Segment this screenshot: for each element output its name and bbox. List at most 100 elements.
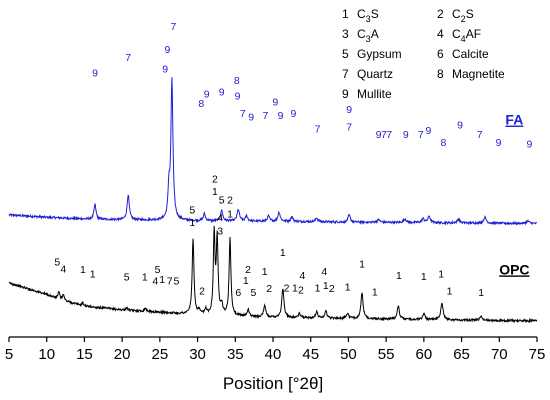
peak-label: 1 — [438, 269, 444, 281]
peak-label: 1 — [421, 271, 427, 283]
legend-number: 4 — [437, 27, 444, 41]
x-tick-label: 15 — [76, 346, 93, 363]
legend-number: 9 — [342, 87, 349, 101]
x-ticks: 5 10 15 20 25 30 35 40 45 50 55 60 65 70 75 — [5, 337, 546, 363]
peak-label: 7 — [240, 108, 246, 120]
peak-label: 2 — [212, 174, 218, 186]
x-tick-label: 70 — [491, 346, 508, 363]
legend-item: 4 C4AF — [437, 27, 481, 44]
peak-label: 9 — [376, 129, 382, 141]
peak-label: 8 — [441, 137, 447, 149]
series-line-opc — [8, 225, 538, 324]
x-tick-label: 30 — [189, 346, 206, 363]
peak-label: 9 — [457, 119, 463, 131]
peak-label: 9 — [164, 44, 170, 56]
legend-number: 5 — [342, 47, 349, 61]
peak-label: 2 — [298, 285, 304, 297]
peak-label: 9 — [92, 67, 98, 79]
legend-number: 1 — [342, 7, 349, 21]
legend-item: 3 C3A — [342, 27, 379, 44]
peak-label: 7 — [167, 275, 173, 287]
x-tick-label: 50 — [340, 346, 357, 363]
legend-label: C4AF — [452, 27, 481, 44]
legend-label: Calcite — [452, 47, 489, 61]
peak-label: 9 — [496, 137, 502, 149]
peak-label: 1 — [359, 258, 365, 270]
peak-label: 9 — [248, 112, 254, 124]
peak-label: 7 — [386, 129, 392, 141]
legend-label: C3A — [357, 27, 379, 44]
legend-number: 3 — [342, 27, 349, 41]
legend-label: Magnetite — [452, 67, 505, 81]
peak-label: 9 — [346, 104, 352, 116]
legend-number: 6 — [437, 47, 444, 61]
peak-label: 1 — [478, 287, 484, 299]
legend-label: Quartz — [357, 67, 393, 81]
peak-label: 2 — [329, 283, 335, 295]
peak-label: 7 — [381, 129, 387, 141]
peak-label: 9 — [290, 108, 296, 120]
x-tick-label: 5 — [5, 346, 13, 363]
legend-label: C3S — [357, 7, 379, 24]
peak-label: 2 — [245, 264, 251, 276]
series-line-fa — [8, 77, 538, 226]
peak-label: 7 — [125, 52, 131, 64]
peak-label: 9 — [272, 96, 278, 108]
x-tick-label: 55 — [378, 346, 395, 363]
peak-label: 5 — [250, 287, 256, 299]
peak-label: 7 — [171, 21, 177, 33]
peak-label: 1 — [212, 186, 218, 198]
peak-label: 2 — [227, 195, 233, 207]
legend-number: 8 — [437, 67, 444, 81]
legend-item: 9 Mullite — [342, 87, 392, 101]
legend-item: 1 C3S — [342, 7, 379, 24]
x-tick-label: 40 — [265, 346, 282, 363]
peak-label: 4 — [299, 270, 305, 282]
legend-number: 7 — [342, 67, 349, 81]
peak-label: 7 — [315, 123, 321, 135]
peak-label: 5 — [124, 272, 130, 284]
peak-label: 6 — [235, 287, 241, 299]
peak-label: 9 — [204, 89, 210, 101]
legend-item: 7 Quartz — [342, 67, 393, 81]
peak-label: 7 — [263, 110, 269, 122]
legend-label: C2S — [452, 7, 474, 24]
peak-label: 1 — [262, 266, 268, 278]
legend: 1 C3S 2 C2S 3 C3A 4 C4AF 5 Gypsum 6 Calcite 7 Quartz 8… — [342, 7, 505, 101]
x-tick-label: 65 — [453, 346, 470, 363]
peak-label: 4 — [60, 263, 66, 275]
peak-label: 5 — [189, 204, 195, 216]
peak-label: 9 — [278, 110, 284, 122]
peak-label: 1 — [227, 208, 233, 220]
legend-item: 8 Magnetite — [437, 67, 505, 81]
peak-label: 5 — [174, 275, 180, 287]
peak-label: 5 — [219, 195, 225, 207]
peak-label: 4 — [152, 275, 158, 287]
peak-label: 8 — [198, 98, 204, 110]
peak-label: 1 — [243, 275, 249, 287]
peak-label: 7 — [477, 129, 483, 141]
x-tick-label: 35 — [227, 346, 244, 363]
peak-label: 2 — [199, 286, 205, 298]
peak-label: 1 — [142, 272, 148, 284]
peak-label: 2 — [284, 282, 290, 294]
peak-label: 1 — [323, 280, 329, 292]
peak-label: 1 — [372, 286, 378, 298]
peak-label: 5 — [54, 257, 60, 269]
peak-label: 1 — [90, 269, 96, 281]
peak-label: 1 — [80, 264, 86, 276]
legend-number: 2 — [437, 7, 444, 21]
x-tick-label: 60 — [416, 346, 433, 363]
peak-label: 9 — [235, 90, 241, 102]
x-tick-label: 25 — [152, 346, 169, 363]
peak-label: 1 — [345, 282, 351, 294]
x-tick-label: 75 — [529, 346, 546, 363]
peak-label: 9 — [425, 125, 431, 137]
peak-label: 1 — [315, 282, 321, 294]
legend-label: Mullite — [357, 87, 392, 101]
peak-label: 4 — [217, 212, 223, 224]
legend-item: 5 Gypsum — [342, 47, 402, 61]
